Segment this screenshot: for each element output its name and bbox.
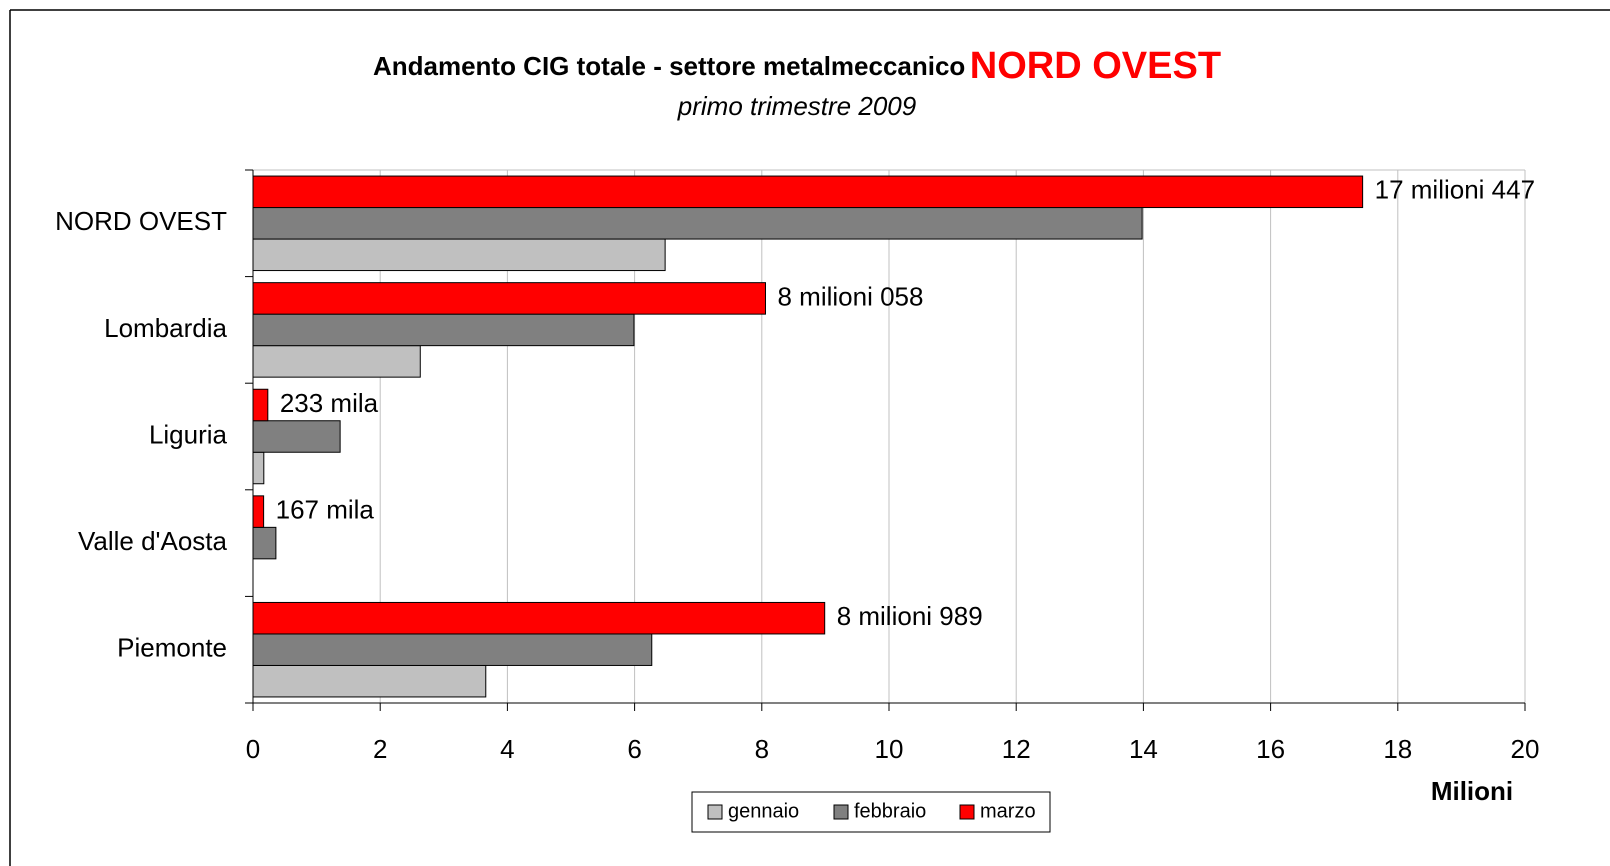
y-tick-label: NORD OVEST: [55, 206, 227, 236]
bar: [252, 495, 265, 528]
title-highlight: NORD OVEST: [970, 45, 1221, 87]
y-tick-label: Piemonte: [117, 633, 227, 663]
x-tick-label: 2: [373, 734, 387, 764]
bar: [252, 345, 421, 378]
bar: [252, 175, 1364, 209]
bar: [252, 664, 487, 698]
bar: [252, 313, 635, 347]
legend-label: marzo: [980, 800, 1036, 822]
title-text: Andamento CIG totale - settore metalmecc…: [373, 51, 965, 81]
x-axis-label: Milioni: [1431, 776, 1513, 806]
bar: [252, 601, 826, 635]
data-label: 167 mila: [276, 494, 375, 524]
data-label: 8 milioni 989: [837, 601, 983, 631]
x-tick-label: 18: [1383, 734, 1412, 764]
data-label: 233 mila: [280, 388, 379, 418]
chart-title: Andamento CIG totale - settore metalmecc…: [373, 45, 1221, 87]
bar: [252, 633, 653, 666]
legend-swatch: [833, 804, 849, 820]
legend-box: [691, 791, 1051, 833]
x-tick-label: 20: [1511, 734, 1540, 764]
bar: [252, 451, 265, 485]
bar: [252, 420, 341, 453]
x-tick-label: 4: [500, 734, 514, 764]
legend-swatch: [707, 804, 723, 820]
chart-subtitle: primo trimestre 2009: [677, 91, 916, 121]
x-tick-label: 8: [755, 734, 769, 764]
x-tick-label: 10: [875, 734, 904, 764]
bar: [252, 282, 766, 315]
bar: [252, 238, 666, 272]
legend-label: febbraio: [854, 800, 926, 822]
data-label: 17 milioni 447: [1375, 175, 1535, 205]
x-tick-label: 12: [1002, 734, 1031, 764]
bar: [252, 207, 1143, 240]
legend-label: gennaio: [728, 800, 799, 822]
y-tick-label: Lombardia: [104, 313, 227, 343]
bar: [252, 526, 277, 560]
bar: [252, 388, 269, 422]
x-tick-label: 6: [627, 734, 641, 764]
x-tick-label: 16: [1256, 734, 1285, 764]
x-tick-label: 14: [1129, 734, 1158, 764]
data-label: 8 milioni 058: [777, 281, 923, 311]
x-tick-label: 0: [246, 734, 260, 764]
y-tick-label: Liguria: [149, 419, 228, 449]
y-tick-label: Valle d'Aosta: [78, 526, 228, 556]
legend-swatch: [959, 804, 975, 820]
